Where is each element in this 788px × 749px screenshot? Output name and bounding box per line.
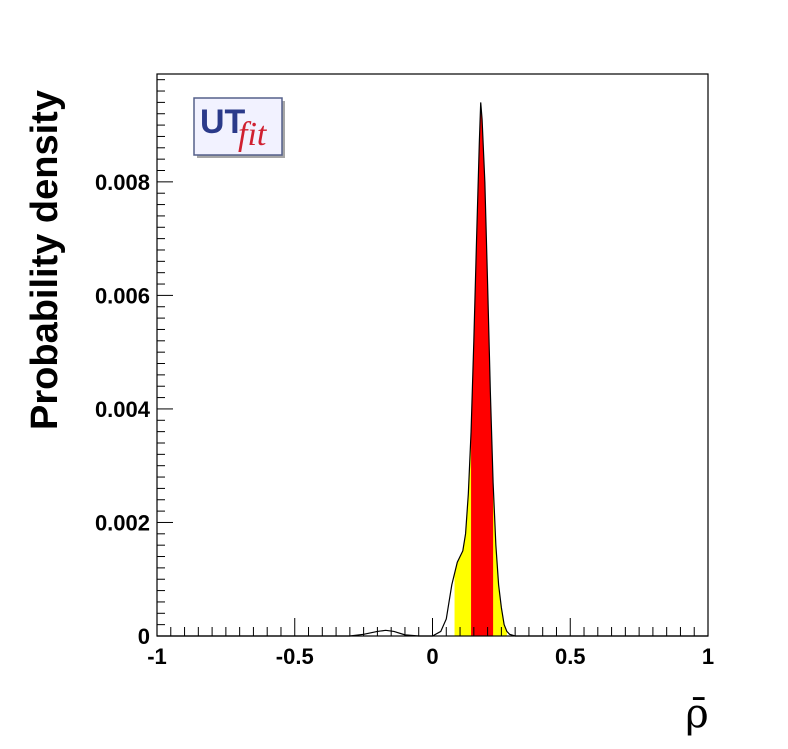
x-tick-label: 0 <box>426 644 438 669</box>
y-axis: 0 0.002 0.004 0.006 0.008 <box>95 79 173 649</box>
x-axis-label: ρ̄ <box>685 691 709 737</box>
x-axis: -1 -0.5 0 0.5 1 <box>147 618 714 669</box>
y-tick-label: 0.006 <box>95 283 150 308</box>
y-tick-label: 0.002 <box>95 510 150 535</box>
x-tick-label: -1 <box>147 644 167 669</box>
density-curve <box>157 102 708 637</box>
x-tick-label: -0.5 <box>276 644 314 669</box>
plot-frame <box>156 73 709 637</box>
y-tick-label: 0 <box>138 624 150 649</box>
y-axis-label: Probability density <box>24 90 66 430</box>
probability-regions <box>454 102 507 636</box>
y-tick-label: 0.004 <box>95 397 151 422</box>
x-tick-label: 0.5 <box>555 644 586 669</box>
svg-text:UT: UT <box>200 103 246 141</box>
y-tick-label: 0.008 <box>95 170 150 195</box>
utfit-logo: UT fit <box>193 97 285 158</box>
svg-text:fit: fit <box>238 116 268 153</box>
x-tick-label: 1 <box>702 644 714 669</box>
probability-region-68 <box>471 102 494 636</box>
